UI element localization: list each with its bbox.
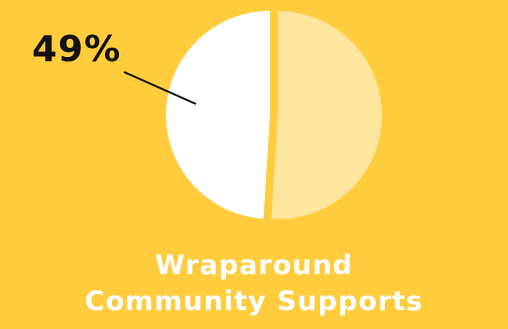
pie-slice-2 [271, 11, 382, 220]
label-leader-line [123, 71, 197, 105]
chart-title: Wraparound Community Supports [0, 248, 508, 320]
chart-title-line-1: Wraparound [154, 250, 354, 281]
pie-slices [166, 10, 382, 220]
chart-title-line-2: Community Supports [84, 286, 424, 317]
pie-slice-1 [166, 10, 271, 219]
slice-data-label: 49% [32, 29, 122, 70]
